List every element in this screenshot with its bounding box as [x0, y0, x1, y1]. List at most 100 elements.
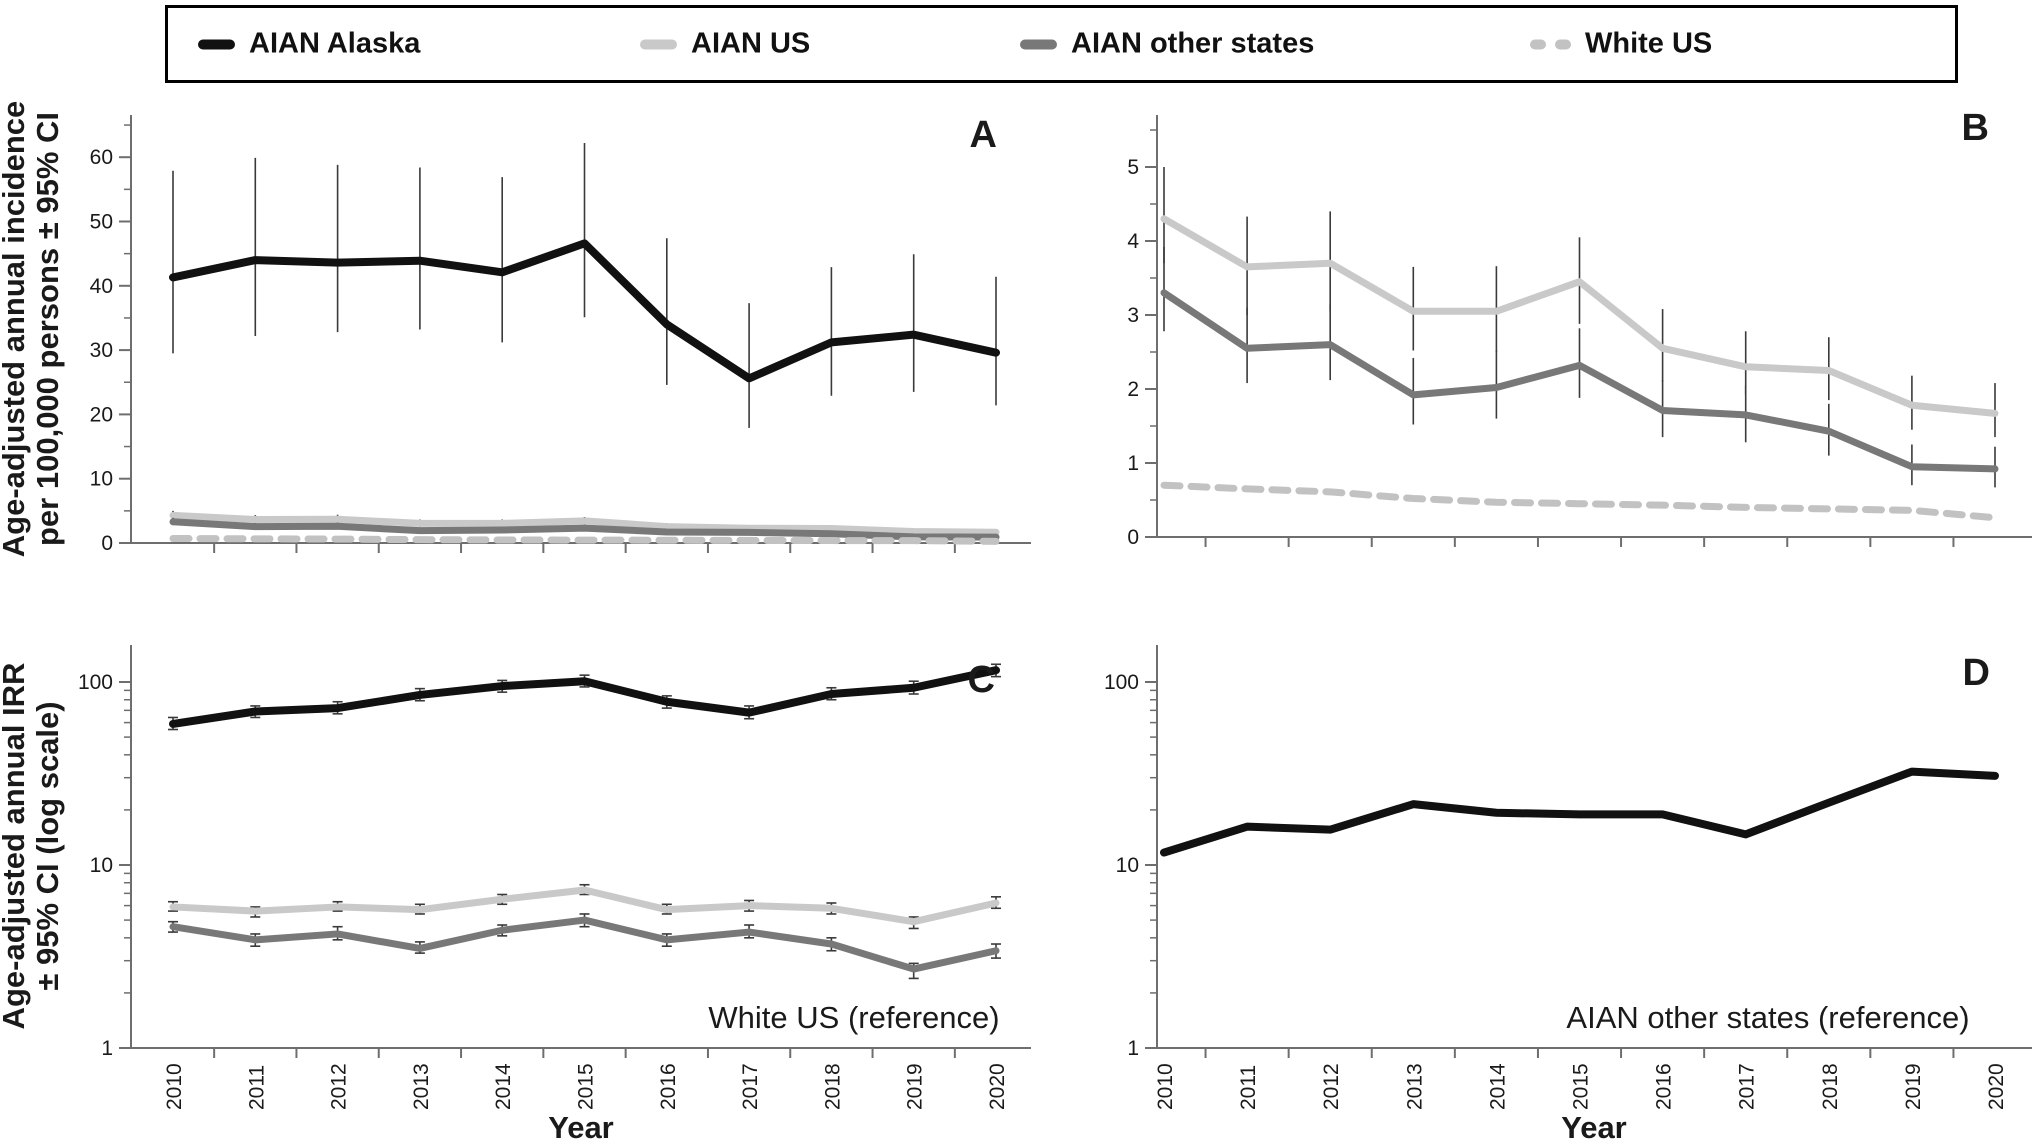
- legend-item-aian-other-states: AIAN other states: [1020, 28, 1314, 61]
- y-tick-label: 4: [1127, 230, 1139, 253]
- x-tick-label: 2010: [1154, 1063, 1177, 1110]
- white-us-dashed-line-swatch-icon: [1530, 39, 1571, 49]
- panel-C-reference-note: White US (reference): [708, 1000, 999, 1035]
- panel-C-x-ticks: [213, 1048, 956, 1058]
- x-tick-label: 2018: [821, 1063, 844, 1110]
- panel-A-series-white-us: [169, 534, 1000, 545]
- x-tick-label: 2014: [1486, 1063, 1509, 1110]
- panel-D-line-aian-alaska: [1160, 767, 1999, 857]
- panel-B-line-aian-other-states: [1160, 289, 1999, 473]
- x-tick-label: 2013: [410, 1063, 433, 1110]
- panel-A-x-ticks: [213, 543, 956, 553]
- aian-alaska-line-swatch-icon: [198, 39, 235, 49]
- panel-A-line-aian-alaska: [169, 239, 1000, 383]
- legend-label: AIAN Alaska: [249, 27, 421, 60]
- x-tick-label: 2012: [328, 1063, 351, 1110]
- panel-A-line-white-us: [169, 534, 1000, 545]
- y-tick-label: 1: [1127, 452, 1139, 475]
- top-row-y-axis-title-line-2: per 100,000 persons ± 95% CI: [30, 112, 65, 546]
- y-tick-label: 2: [1127, 378, 1139, 401]
- x-tick-label: 2017: [1736, 1063, 1759, 1110]
- top-row-y-axis-title-line-1: Age-adjusted annual incidence: [0, 101, 31, 557]
- panel-B-label: B: [1962, 107, 1989, 149]
- bottom-row-y-axis-title-line-1: Age-adjusted annual IRR: [0, 663, 31, 1030]
- panel-C-line-aian-other-states: [169, 916, 1000, 973]
- panel-D-x-axis-title: Year: [1561, 1110, 1627, 1145]
- x-tick-label: 2019: [1902, 1063, 1925, 1110]
- y-tick-label: 5: [1127, 156, 1139, 179]
- x-tick-label: 2012: [1320, 1063, 1343, 1110]
- y-tick-label: 100: [1104, 671, 1139, 694]
- x-tick-label: 2015: [575, 1063, 598, 1110]
- x-tick-label: 2016: [657, 1063, 680, 1110]
- panel-C-year-labels: 2010 2011 2012 2013 2014 2015 2016 2017 2018 2019…: [163, 1063, 1009, 1110]
- legend-label: White US: [1585, 27, 1713, 60]
- panel-D-reference-note: AIAN other states (reference): [1566, 1000, 1969, 1035]
- panel-A-series-aian-other-states: [169, 517, 1000, 541]
- x-tick-label: 2018: [1819, 1063, 1842, 1110]
- panel-C-y-ticks: 1 10 100: [78, 671, 131, 1060]
- panel-C-line-aian-us: [169, 886, 1000, 926]
- panel-B-series-white-us: [1160, 481, 1999, 522]
- panel-A: 0 10 20 30 40 50 60 A: [90, 114, 1031, 555]
- y-tick-label: 50: [90, 211, 113, 234]
- panel-B-y-ticks: 0 1 2 3 4 5: [1127, 129, 1157, 549]
- panel-A-y-ticks: 0 10 20 30 40 50 60: [90, 124, 131, 555]
- panel-B: 0 1 2 3 4 5 B: [1127, 107, 2032, 549]
- panel-D-y-ticks: 1 10 100: [1104, 671, 1157, 1060]
- panel-B-series-aian-us: [1160, 167, 1999, 438]
- panel-C-x-axis-title: Year: [548, 1110, 614, 1145]
- panel-B-line-aian-us: [1160, 215, 1999, 417]
- panel-C-label: C: [968, 659, 995, 701]
- y-tick-label: 60: [90, 146, 113, 169]
- panel-B-line-white-us: [1160, 481, 1999, 522]
- panel-B-series-aian-other-states: [1160, 246, 1999, 488]
- y-tick-label: 10: [1116, 854, 1139, 877]
- x-tick-label: 2015: [1570, 1063, 1593, 1110]
- legend-label: AIAN other states: [1071, 27, 1315, 60]
- panel-A-label: A: [970, 114, 997, 156]
- y-tick-label: 0: [1127, 526, 1139, 549]
- x-tick-label: 2010: [163, 1063, 186, 1110]
- x-tick-label: 2020: [986, 1063, 1009, 1110]
- y-tick-label: 100: [78, 671, 113, 694]
- panel-C-series-aian-other-states: [168, 913, 1001, 980]
- legend-item-aian-alaska: AIAN Alaska: [198, 28, 420, 61]
- panel-C-series-aian-us: [168, 883, 1001, 930]
- panel-A-series-aian-alaska: [169, 143, 1000, 428]
- y-tick-label: 0: [101, 532, 113, 555]
- y-tick-label: 30: [90, 339, 113, 362]
- panel-D-x-ticks: [1204, 1048, 1955, 1058]
- panel-A-line-aian-other-states: [169, 518, 1000, 541]
- panel-D: 1 10 100 D AIAN other states (reference) 2010…: [1104, 645, 2032, 1145]
- y-tick-label: 10: [90, 854, 113, 877]
- aian-other-states-line-swatch-icon: [1020, 39, 1057, 49]
- legend-item-white-us: White US: [1530, 28, 1712, 61]
- x-tick-label: 2017: [739, 1063, 762, 1110]
- y-tick-label: 20: [90, 403, 113, 426]
- panel-C-line-aian-alaska: [169, 666, 1000, 728]
- legend: AIAN Alaska AIAN US AIAN other states Wh…: [165, 5, 1958, 83]
- aian-us-line-swatch-icon: [640, 39, 677, 49]
- x-tick-label: 2014: [492, 1063, 515, 1110]
- x-tick-label: 2019: [904, 1063, 927, 1110]
- panel-B-x-ticks: [1204, 537, 1955, 547]
- bottom-row-y-axis-title-line-2: ± 95% CI (log scale): [30, 701, 65, 990]
- y-tick-label: 1: [1127, 1037, 1139, 1060]
- panel-D-label: D: [1963, 652, 1990, 694]
- x-tick-label: 2020: [1985, 1063, 2008, 1110]
- legend-item-aian-us: AIAN US: [640, 28, 810, 61]
- y-tick-label: 3: [1127, 304, 1139, 327]
- x-tick-label: 2016: [1653, 1063, 1676, 1110]
- panel-C-series-aian-alaska: [168, 663, 1001, 731]
- legend-label: AIAN US: [691, 27, 811, 60]
- panel-A-line-aian-us: [169, 511, 1000, 536]
- y-tick-label: 10: [90, 468, 113, 491]
- panel-D-year-labels: 2010 2011 2012 2013 2014 2015 2016 2017 2018 2019…: [1154, 1063, 2008, 1110]
- x-tick-label: 2013: [1403, 1063, 1426, 1110]
- y-tick-label: 1: [101, 1037, 113, 1060]
- x-tick-label: 2011: [245, 1065, 268, 1110]
